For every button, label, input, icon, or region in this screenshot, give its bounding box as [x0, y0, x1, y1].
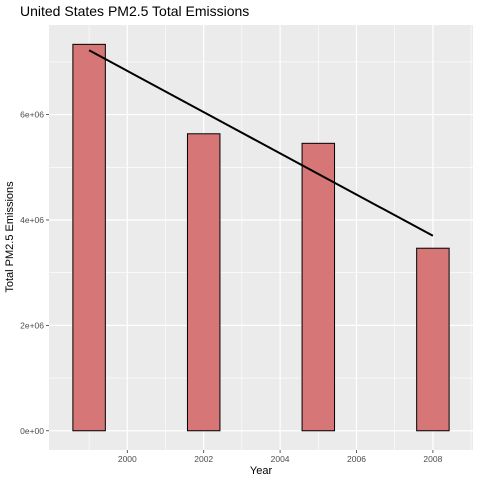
bar-2008 [416, 247, 450, 432]
x-tick-label: 2002 [194, 454, 213, 464]
y-tick-label: 2e+06 [20, 320, 44, 330]
x-axis: 2000 2002 2004 2006 2008 [118, 450, 443, 464]
x-tick-label: 2000 [118, 454, 137, 464]
y-axis: 0e+00 2e+06 4e+06 6e+06 [20, 110, 49, 436]
trend-line-group [88, 49, 434, 237]
bar-1999 [72, 43, 106, 432]
x-tick-label: 2004 [271, 454, 290, 464]
grid-lines [49, 25, 473, 450]
chart-title: United States PM2.5 Total Emissions [20, 3, 249, 19]
y-tick-label: 0e+00 [20, 426, 44, 436]
bar-2005 [301, 142, 336, 432]
bar-2002 [186, 133, 221, 432]
trend-line [88, 49, 434, 237]
y-tick-label: 6e+06 [20, 110, 44, 120]
x-tick-label: 2008 [423, 454, 442, 464]
plot-panel [49, 25, 473, 450]
y-tick-label: 4e+06 [20, 215, 44, 225]
bars [72, 43, 450, 432]
x-tick-label: 2006 [347, 454, 366, 464]
x-axis-title: Year [250, 465, 273, 477]
y-axis-title: Total PM2.5 Emissions [4, 181, 16, 293]
